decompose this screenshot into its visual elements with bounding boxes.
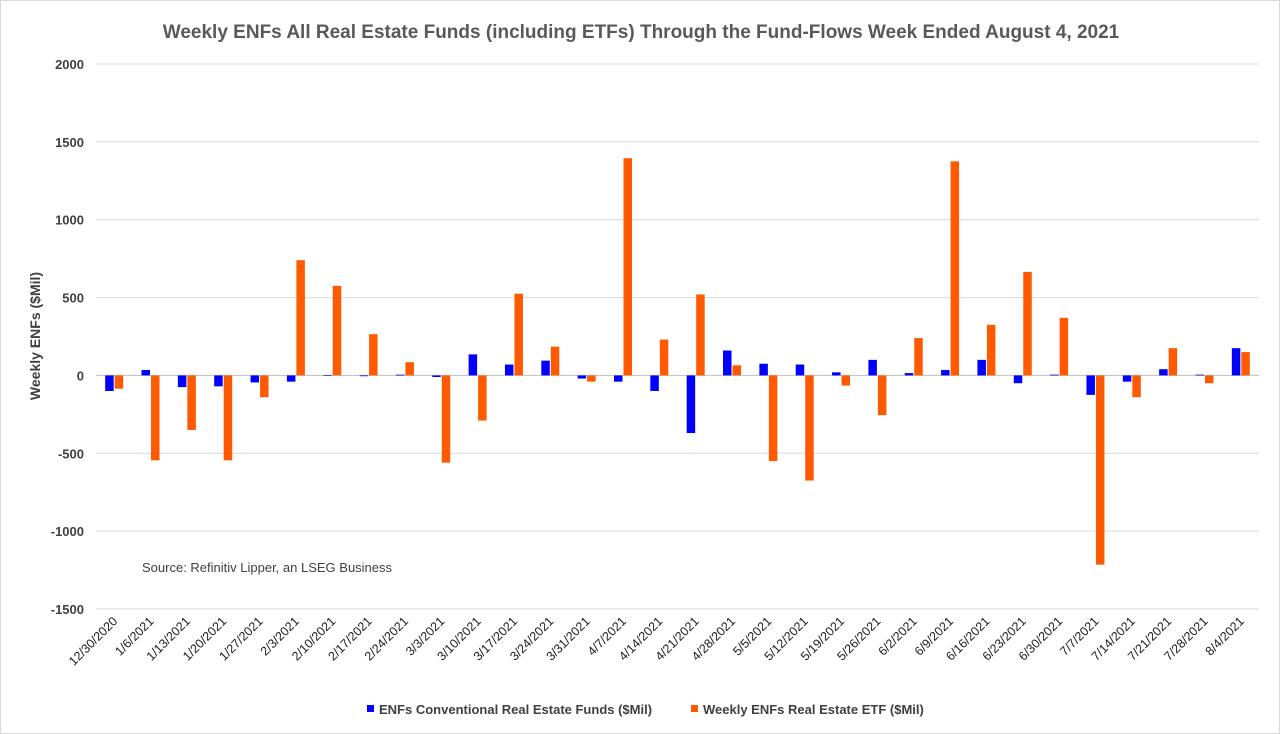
bar-conventional <box>613 375 623 382</box>
y-axis-ticks: 2000 1500 1000 500 0 -500 -1000 -1500 <box>51 57 84 617</box>
bar-conventional <box>686 375 696 434</box>
bar-conventional <box>1159 369 1168 376</box>
source-note: Source: Refinitiv Lipper, an LSEG Busine… <box>142 560 393 575</box>
bar-conventional <box>1122 375 1132 382</box>
legend-label: ENFs Conventional Real Estate Funds ($Mi… <box>379 702 652 717</box>
y-tick-label: 1500 <box>55 135 84 150</box>
bar-conventional <box>868 359 877 376</box>
bar-conventional <box>795 364 805 376</box>
y-tick-label: 1000 <box>55 213 84 228</box>
bar-conventional <box>577 375 587 379</box>
bar-etf <box>1241 352 1250 376</box>
legend-label: Weekly ENFs Real Estate ETF ($Mil) <box>703 702 924 717</box>
x-axis-ticks: 12/30/20201/6/20211/13/20211/20/20211/27… <box>66 614 1247 668</box>
bar-etf <box>441 375 451 463</box>
bar-conventional <box>214 375 223 387</box>
bar-etf <box>805 375 814 481</box>
bars <box>105 158 1250 565</box>
y-tick-label: 2000 <box>55 57 84 72</box>
bar-etf <box>986 324 996 376</box>
bar-etf <box>405 362 414 376</box>
bar-etf <box>1204 375 1214 384</box>
bar-etf <box>1132 375 1141 398</box>
bar-conventional <box>1195 374 1204 376</box>
bar-conventional <box>105 375 114 391</box>
bar-etf <box>768 375 778 462</box>
bar-etf <box>114 375 124 389</box>
bar-etf <box>623 158 632 376</box>
bar-conventional <box>250 375 260 383</box>
bar-conventional <box>468 354 478 376</box>
bar-etf <box>950 161 960 376</box>
bar-conventional <box>723 350 732 376</box>
legend-swatch <box>691 705 698 712</box>
bar-etf <box>514 293 523 376</box>
bar-conventional <box>832 372 841 376</box>
legend-swatch <box>367 705 374 712</box>
bar-etf <box>877 375 887 416</box>
bar-etf <box>1023 271 1032 376</box>
x-tick-label: 8/4/2021 <box>1203 614 1247 658</box>
bar-conventional <box>1231 348 1241 376</box>
bar-conventional <box>432 375 441 377</box>
bar-conventional <box>541 360 550 376</box>
y-tick-label: 500 <box>62 291 84 306</box>
y-tick-label: -500 <box>58 446 84 461</box>
bar-etf <box>478 375 487 421</box>
chart-title: Weekly ENFs All Real Estate Funds (inclu… <box>163 22 1120 43</box>
bar-etf <box>187 375 196 430</box>
bar-etf <box>296 260 305 376</box>
bar-etf <box>1095 375 1105 565</box>
bar-conventional <box>323 375 332 377</box>
bar-etf <box>260 375 269 398</box>
bar-conventional <box>141 369 151 376</box>
gridlines <box>96 63 1259 610</box>
y-axis-label: Weekly ENFs ($Mil) <box>27 272 43 400</box>
bar-conventional <box>977 359 986 376</box>
x-tick-label: 6/2/2021 <box>876 614 920 658</box>
bar-etf <box>1168 348 1178 376</box>
bar-etf <box>332 285 342 376</box>
bar-conventional <box>1086 375 1095 395</box>
bar-conventional <box>941 369 950 376</box>
bar-etf <box>696 294 705 376</box>
bar-conventional <box>759 363 768 376</box>
bar-etf <box>659 339 669 376</box>
bar-conventional <box>504 364 514 376</box>
bar-conventional <box>395 374 405 376</box>
bar-etf <box>1059 317 1069 376</box>
bar-etf <box>914 338 923 376</box>
bar-conventional <box>177 375 187 388</box>
bar-etf <box>151 375 160 461</box>
bar-etf <box>841 375 851 386</box>
y-tick-label: -1000 <box>51 524 84 539</box>
bar-conventional <box>1013 375 1023 384</box>
bar-etf <box>587 375 596 382</box>
bar-etf <box>223 375 233 461</box>
bar-conventional <box>650 375 659 391</box>
y-tick-label: 0 <box>77 368 84 383</box>
bar-conventional <box>359 375 369 377</box>
bar-etf <box>369 334 378 376</box>
bar-conventional <box>1050 374 1059 376</box>
bar-etf <box>550 346 560 376</box>
bar-conventional <box>904 373 914 376</box>
bar-conventional <box>286 375 296 382</box>
legend: ENFs Conventional Real Estate Funds ($Mi… <box>367 702 924 717</box>
x-tick-label: 12/30/2020 <box>66 614 120 668</box>
bar-etf <box>732 365 742 376</box>
y-tick-label: -1500 <box>51 602 84 617</box>
